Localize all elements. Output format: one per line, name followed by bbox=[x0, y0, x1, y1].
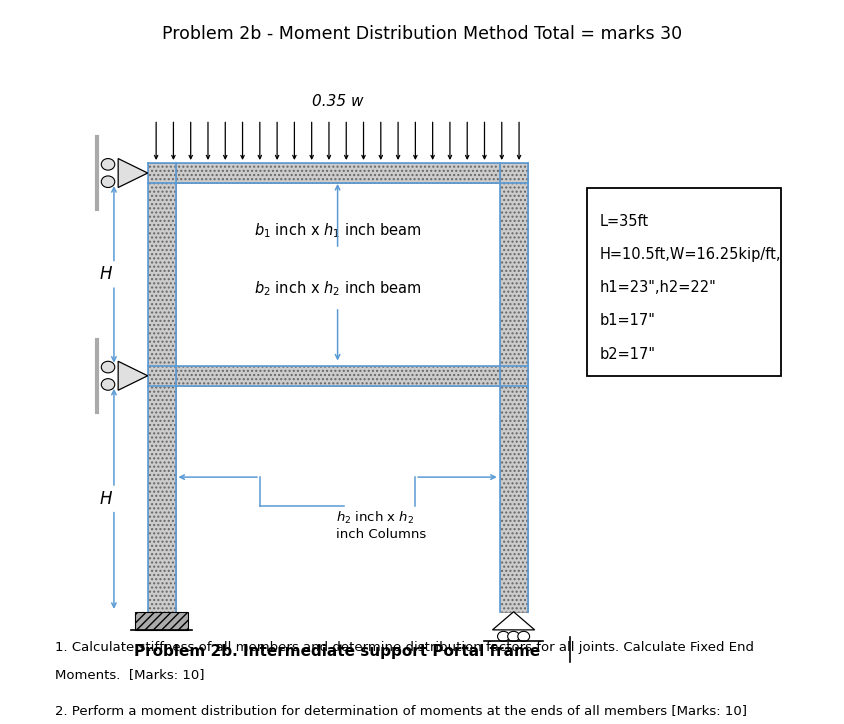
Text: H=10.5ft,W=16.25kip/ft,: H=10.5ft,W=16.25kip/ft, bbox=[599, 247, 781, 262]
Bar bbox=[148, 163, 176, 612]
Bar bbox=[587, 188, 781, 376]
Text: h1=23",h2=22": h1=23",h2=22" bbox=[599, 280, 716, 295]
Circle shape bbox=[508, 631, 520, 641]
Circle shape bbox=[518, 631, 530, 641]
Text: $b_1$ inch x $h_1$ inch beam: $b_1$ inch x $h_1$ inch beam bbox=[254, 222, 421, 240]
Text: $h_2$ inch x $h_2$
inch Columns: $h_2$ inch x $h_2$ inch Columns bbox=[336, 510, 426, 541]
Bar bbox=[148, 366, 528, 386]
Text: 0.35 w: 0.35 w bbox=[311, 93, 364, 109]
Text: H: H bbox=[100, 266, 111, 283]
Text: $b_2$ inch x $h_2$ inch beam: $b_2$ inch x $h_2$ inch beam bbox=[254, 279, 421, 298]
Bar bbox=[500, 163, 528, 612]
Bar bbox=[135, 612, 188, 630]
Text: Problem 2b. Intermediate support Portal frame: Problem 2b. Intermediate support Portal … bbox=[134, 644, 541, 660]
Text: 1. Calculate stiffness of all members and determine distribution factors for all: 1. Calculate stiffness of all members an… bbox=[55, 641, 754, 654]
Text: 2. Perform a moment distribution for determination of moments at the ends of all: 2. Perform a moment distribution for det… bbox=[55, 704, 747, 717]
Text: Problem 2b - Moment Distribution Method Total = marks 30: Problem 2b - Moment Distribution Method … bbox=[162, 25, 682, 43]
Text: H: H bbox=[100, 490, 111, 508]
Circle shape bbox=[498, 631, 510, 641]
Text: b1=17": b1=17" bbox=[599, 313, 655, 329]
Polygon shape bbox=[118, 159, 148, 188]
Bar bbox=[148, 163, 528, 183]
Polygon shape bbox=[118, 361, 148, 390]
Text: b2=17": b2=17" bbox=[599, 347, 655, 362]
Circle shape bbox=[101, 159, 115, 170]
Text: Moments.  [Marks: 10]: Moments. [Marks: 10] bbox=[55, 668, 204, 681]
Text: L=35ft: L=35ft bbox=[599, 214, 648, 229]
Polygon shape bbox=[493, 612, 535, 630]
Circle shape bbox=[101, 361, 115, 373]
Circle shape bbox=[101, 379, 115, 390]
Circle shape bbox=[101, 176, 115, 188]
